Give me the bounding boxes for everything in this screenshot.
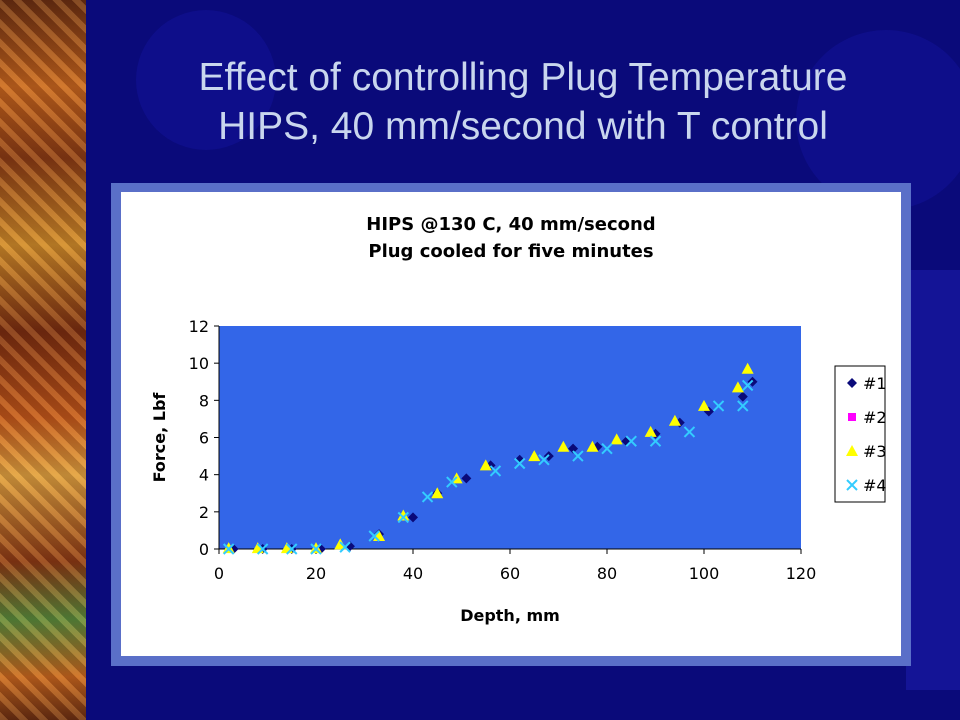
x-tick-label: 0: [214, 564, 224, 583]
chart-area: HIPS @130 C, 40 mm/second Plug cooled for…: [121, 192, 901, 656]
data-point-series-3: [479, 459, 492, 471]
scatter-chart: HIPS @130 C, 40 mm/second Plug cooled for…: [150, 214, 887, 625]
data-point-series-1: [408, 512, 418, 523]
y-tick-label: 2: [199, 503, 209, 522]
data-point-series-4: [737, 400, 749, 412]
x-tick-label: 100: [689, 564, 720, 583]
data-point-series-4: [741, 379, 754, 392]
legend-label-series-2: #2: [863, 408, 887, 427]
data-point-series-3: [731, 381, 744, 393]
data-point-series-3: [741, 362, 754, 374]
data-point-series-3: [222, 542, 235, 554]
data-point-series-3: [528, 450, 541, 462]
legend-marker-series-2: [848, 413, 856, 421]
data-point-series-1: [461, 473, 472, 484]
data-point-series-4: [649, 435, 662, 447]
data-point-series-3: [397, 509, 410, 521]
data-point-series-4: [625, 435, 637, 447]
data-point-series-4: [513, 457, 526, 470]
y-tick-label: 10: [189, 354, 209, 373]
y-tick-label: 4: [199, 466, 209, 485]
x-tick-label: 80: [597, 564, 617, 583]
data-point-series-3: [698, 399, 710, 411]
data-point-series-4: [572, 450, 584, 462]
data-point-series-4: [712, 400, 725, 412]
legend-marker-series-1: [847, 378, 857, 388]
data-point-series-3: [644, 425, 657, 437]
x-tick-label: 20: [306, 564, 326, 583]
data-point-series-4: [489, 465, 502, 477]
legend-label-series-3: #3: [863, 442, 887, 461]
data-point-series-3: [557, 440, 570, 452]
data-point-series-4: [683, 426, 696, 438]
x-tick-label: 40: [403, 564, 423, 583]
x-tick-label: 60: [500, 564, 520, 583]
data-point-series-4: [339, 541, 351, 553]
data-point-series-4: [538, 454, 550, 466]
x-tick-label: 120: [786, 564, 817, 583]
y-tick-label: 12: [189, 317, 209, 336]
data-point-series-4: [601, 442, 613, 455]
plot-area: [219, 326, 801, 549]
y-axis-title: Force, Lbf: [150, 392, 169, 483]
chart-title-line-2: Plug cooled for five minutes: [368, 241, 653, 262]
data-point-series-4: [310, 543, 322, 555]
slide-title-line-2: HIPS, 40 mm/second with T control: [218, 105, 828, 148]
legend-label-series-4: #4: [863, 476, 887, 495]
data-point-series-4: [397, 511, 410, 524]
x-axis-title: Depth, mm: [460, 606, 560, 625]
legend-marker-series-3: [846, 445, 858, 456]
data-point-series-4: [256, 543, 269, 555]
data-point-series-1: [568, 443, 579, 454]
y-tick-label: 0: [199, 540, 209, 559]
decorative-side-strip: [0, 0, 86, 720]
slide-title-line-1: Effect of controlling Plug Temperature: [198, 56, 848, 99]
legend-box: [834, 365, 886, 503]
data-point-series-3: [610, 433, 623, 445]
data-point-series-3: [668, 414, 681, 426]
data-point-series-4: [286, 543, 298, 555]
data-point-series-4: [222, 543, 235, 555]
chart-title-line-1: HIPS @130 C, 40 mm/second: [366, 214, 655, 235]
data-point-series-4: [368, 530, 380, 542]
data-point-series-3: [310, 542, 322, 554]
data-point-series-4: [446, 476, 458, 488]
y-tick-label: 8: [199, 391, 209, 410]
data-point-series-3: [431, 487, 444, 499]
data-point-series-3: [586, 440, 599, 452]
legend-marker-series-4: [846, 479, 858, 491]
data-point-series-4: [421, 491, 434, 503]
data-point-series-1: [737, 391, 748, 402]
legend-label-series-1: #1: [863, 374, 887, 393]
y-tick-label: 6: [199, 429, 209, 448]
data-point-series-1: [621, 436, 632, 447]
